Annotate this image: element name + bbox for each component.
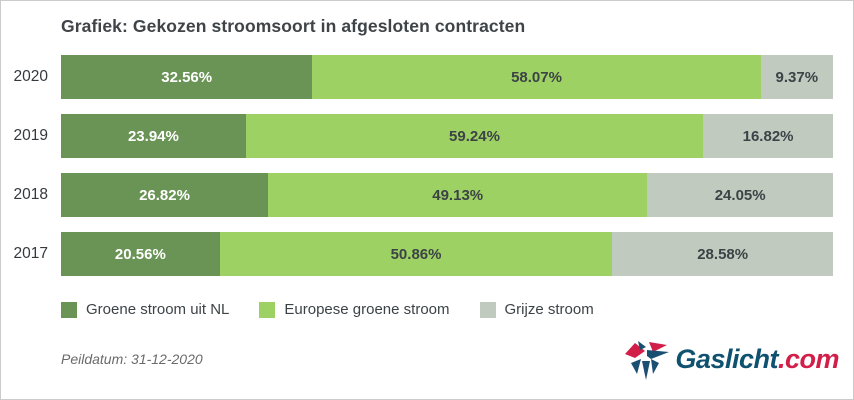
legend-label: Grijze stroom	[504, 301, 594, 318]
year-label: 2020	[13, 68, 48, 85]
bar-2020: 32.56% 58.07% 9.37%	[61, 55, 833, 99]
chart-title: Grafiek: Gekozen stroomsoort in afgeslot…	[61, 16, 526, 36]
segment-grijze-stroom: 28.58%	[612, 232, 833, 276]
segment-groene-stroom-nl: 32.56%	[61, 55, 313, 99]
year-label: 2018	[13, 186, 48, 203]
segment-europese-groene-stroom: 59.24%	[245, 114, 704, 158]
year-label: 2019	[13, 127, 48, 144]
chart-row-2017: 2017 20.56% 50.86% 28.58%	[1, 232, 833, 276]
segment-groene-stroom-nl: 20.56%	[61, 232, 220, 276]
chart-row-2020: 2020 32.56% 58.07% 9.37%	[1, 55, 833, 99]
segment-groene-stroom-nl: 26.82%	[61, 173, 269, 217]
legend-label: Europese groene stroom	[284, 301, 450, 318]
bar-2018: 26.82% 49.13% 24.05%	[61, 173, 833, 217]
chart-row-2019: 2019 23.94% 59.24% 16.82%	[1, 114, 833, 158]
segment-grijze-stroom: 24.05%	[647, 173, 833, 217]
chart-legend: Groene stroom uit NL Europese groene str…	[61, 301, 833, 318]
gaslicht-logo-icon	[625, 341, 670, 380]
gaslicht-logo[interactable]: Gaslicht.com	[624, 337, 840, 381]
year-label: 2017	[13, 245, 48, 262]
footer: Peildatum: 31-12-2020 Gaslicht.com	[61, 337, 840, 381]
segment-groene-stroom-nl: 23.94%	[61, 114, 246, 158]
gaslicht-logo-text: Gaslicht.com	[675, 343, 840, 374]
legend-label: Groene stroom uit NL	[86, 301, 230, 318]
bar-2017: 20.56% 50.86% 28.58%	[61, 232, 833, 276]
segment-europese-groene-stroom: 58.07%	[312, 55, 761, 99]
logo-text-primary: Gaslicht	[675, 343, 778, 374]
segment-grijze-stroom: 9.37%	[760, 55, 833, 99]
stacked-bar-chart: 2020 32.56% 58.07% 9.37% 2019 23.94% 59.…	[1, 55, 833, 276]
legend-swatch-light-green-icon	[259, 301, 276, 318]
bar-2019: 23.94% 59.24% 16.82%	[61, 114, 833, 158]
segment-europese-groene-stroom: 49.13%	[268, 173, 648, 217]
reference-date: Peildatum: 31-12-2020	[61, 351, 203, 367]
legend-item-grijze-stroom: Grijze stroom	[479, 301, 594, 318]
legend-swatch-grey-icon	[479, 301, 496, 318]
chart-row-2018: 2018 26.82% 49.13% 24.05%	[1, 173, 833, 217]
legend-item-europese-groene-stroom: Europese groene stroom	[259, 301, 450, 318]
segment-europese-groene-stroom: 50.86%	[219, 232, 613, 276]
segment-grijze-stroom: 16.82%	[703, 114, 833, 158]
legend-item-groene-stroom-nl: Groene stroom uit NL	[61, 301, 229, 318]
legend-swatch-dark-green-icon	[61, 301, 77, 318]
logo-text-suffix: .com	[777, 343, 840, 374]
